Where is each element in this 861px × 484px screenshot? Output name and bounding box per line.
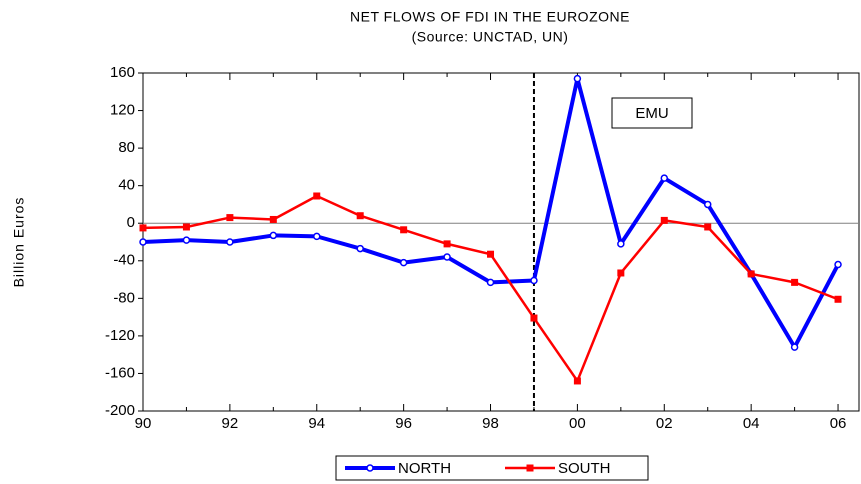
x-tick-label: 94 — [308, 415, 325, 432]
y-tick-label: 40 — [118, 177, 135, 194]
x-tick-label: 06 — [830, 415, 847, 432]
x-tick-label: 92 — [222, 415, 239, 432]
legend-label: NORTH — [398, 460, 451, 477]
point — [139, 224, 147, 232]
point — [747, 270, 755, 278]
y-tick-label: 120 — [110, 102, 135, 119]
point — [313, 232, 321, 241]
point — [313, 192, 321, 200]
point — [399, 258, 408, 267]
x-tick-label: 00 — [569, 415, 586, 432]
point — [443, 253, 451, 261]
point — [226, 238, 234, 246]
x-tick-label: 90 — [135, 415, 152, 432]
point — [356, 244, 364, 253]
y-tick-label: 0 — [127, 214, 135, 231]
series-line — [142, 76, 840, 350]
chart-subtitle: (Source: UNCTAD, UN) — [412, 29, 569, 45]
y-tick-label: -200 — [105, 402, 135, 419]
point — [182, 223, 190, 231]
point — [269, 231, 278, 240]
point — [530, 276, 538, 285]
legend-marker — [526, 464, 534, 472]
point — [269, 215, 277, 223]
point — [356, 212, 364, 220]
point — [834, 260, 842, 269]
point — [530, 314, 538, 322]
y-tick-label: -40 — [113, 252, 135, 269]
annotation-box — [611, 97, 693, 129]
x-tick-label: 98 — [482, 415, 499, 432]
point — [790, 343, 799, 351]
point — [573, 377, 581, 385]
annotation: EMU — [635, 105, 668, 122]
chart-title: NET FLOWS OF FDI IN THE EUROZONE — [350, 9, 630, 25]
y-tick-label: -120 — [105, 327, 135, 344]
y-tick-label: 160 — [110, 64, 135, 81]
point — [226, 214, 234, 222]
y-tick-label: -160 — [105, 364, 135, 381]
point — [139, 238, 147, 246]
series-line — [142, 194, 839, 383]
point — [487, 250, 495, 258]
y-tick-label: 80 — [118, 139, 135, 156]
legend-label: SOUTH — [558, 460, 611, 477]
point — [443, 240, 451, 248]
point — [660, 216, 668, 224]
y-axis-label: Billion Euros — [11, 197, 27, 288]
point — [834, 295, 842, 303]
x-tick-label: 04 — [743, 415, 760, 432]
point — [703, 200, 712, 209]
point — [182, 236, 191, 244]
point — [791, 278, 799, 286]
point — [573, 74, 582, 83]
point — [486, 278, 495, 287]
point — [400, 226, 408, 234]
point — [704, 223, 712, 231]
y-tick-label: -80 — [113, 289, 135, 306]
point — [660, 174, 669, 182]
point — [617, 240, 625, 248]
legend-marker — [366, 464, 374, 472]
x-tick-label: 02 — [656, 415, 673, 432]
point — [617, 269, 625, 277]
x-tick-label: 96 — [395, 415, 412, 432]
plot-frame — [142, 72, 860, 412]
